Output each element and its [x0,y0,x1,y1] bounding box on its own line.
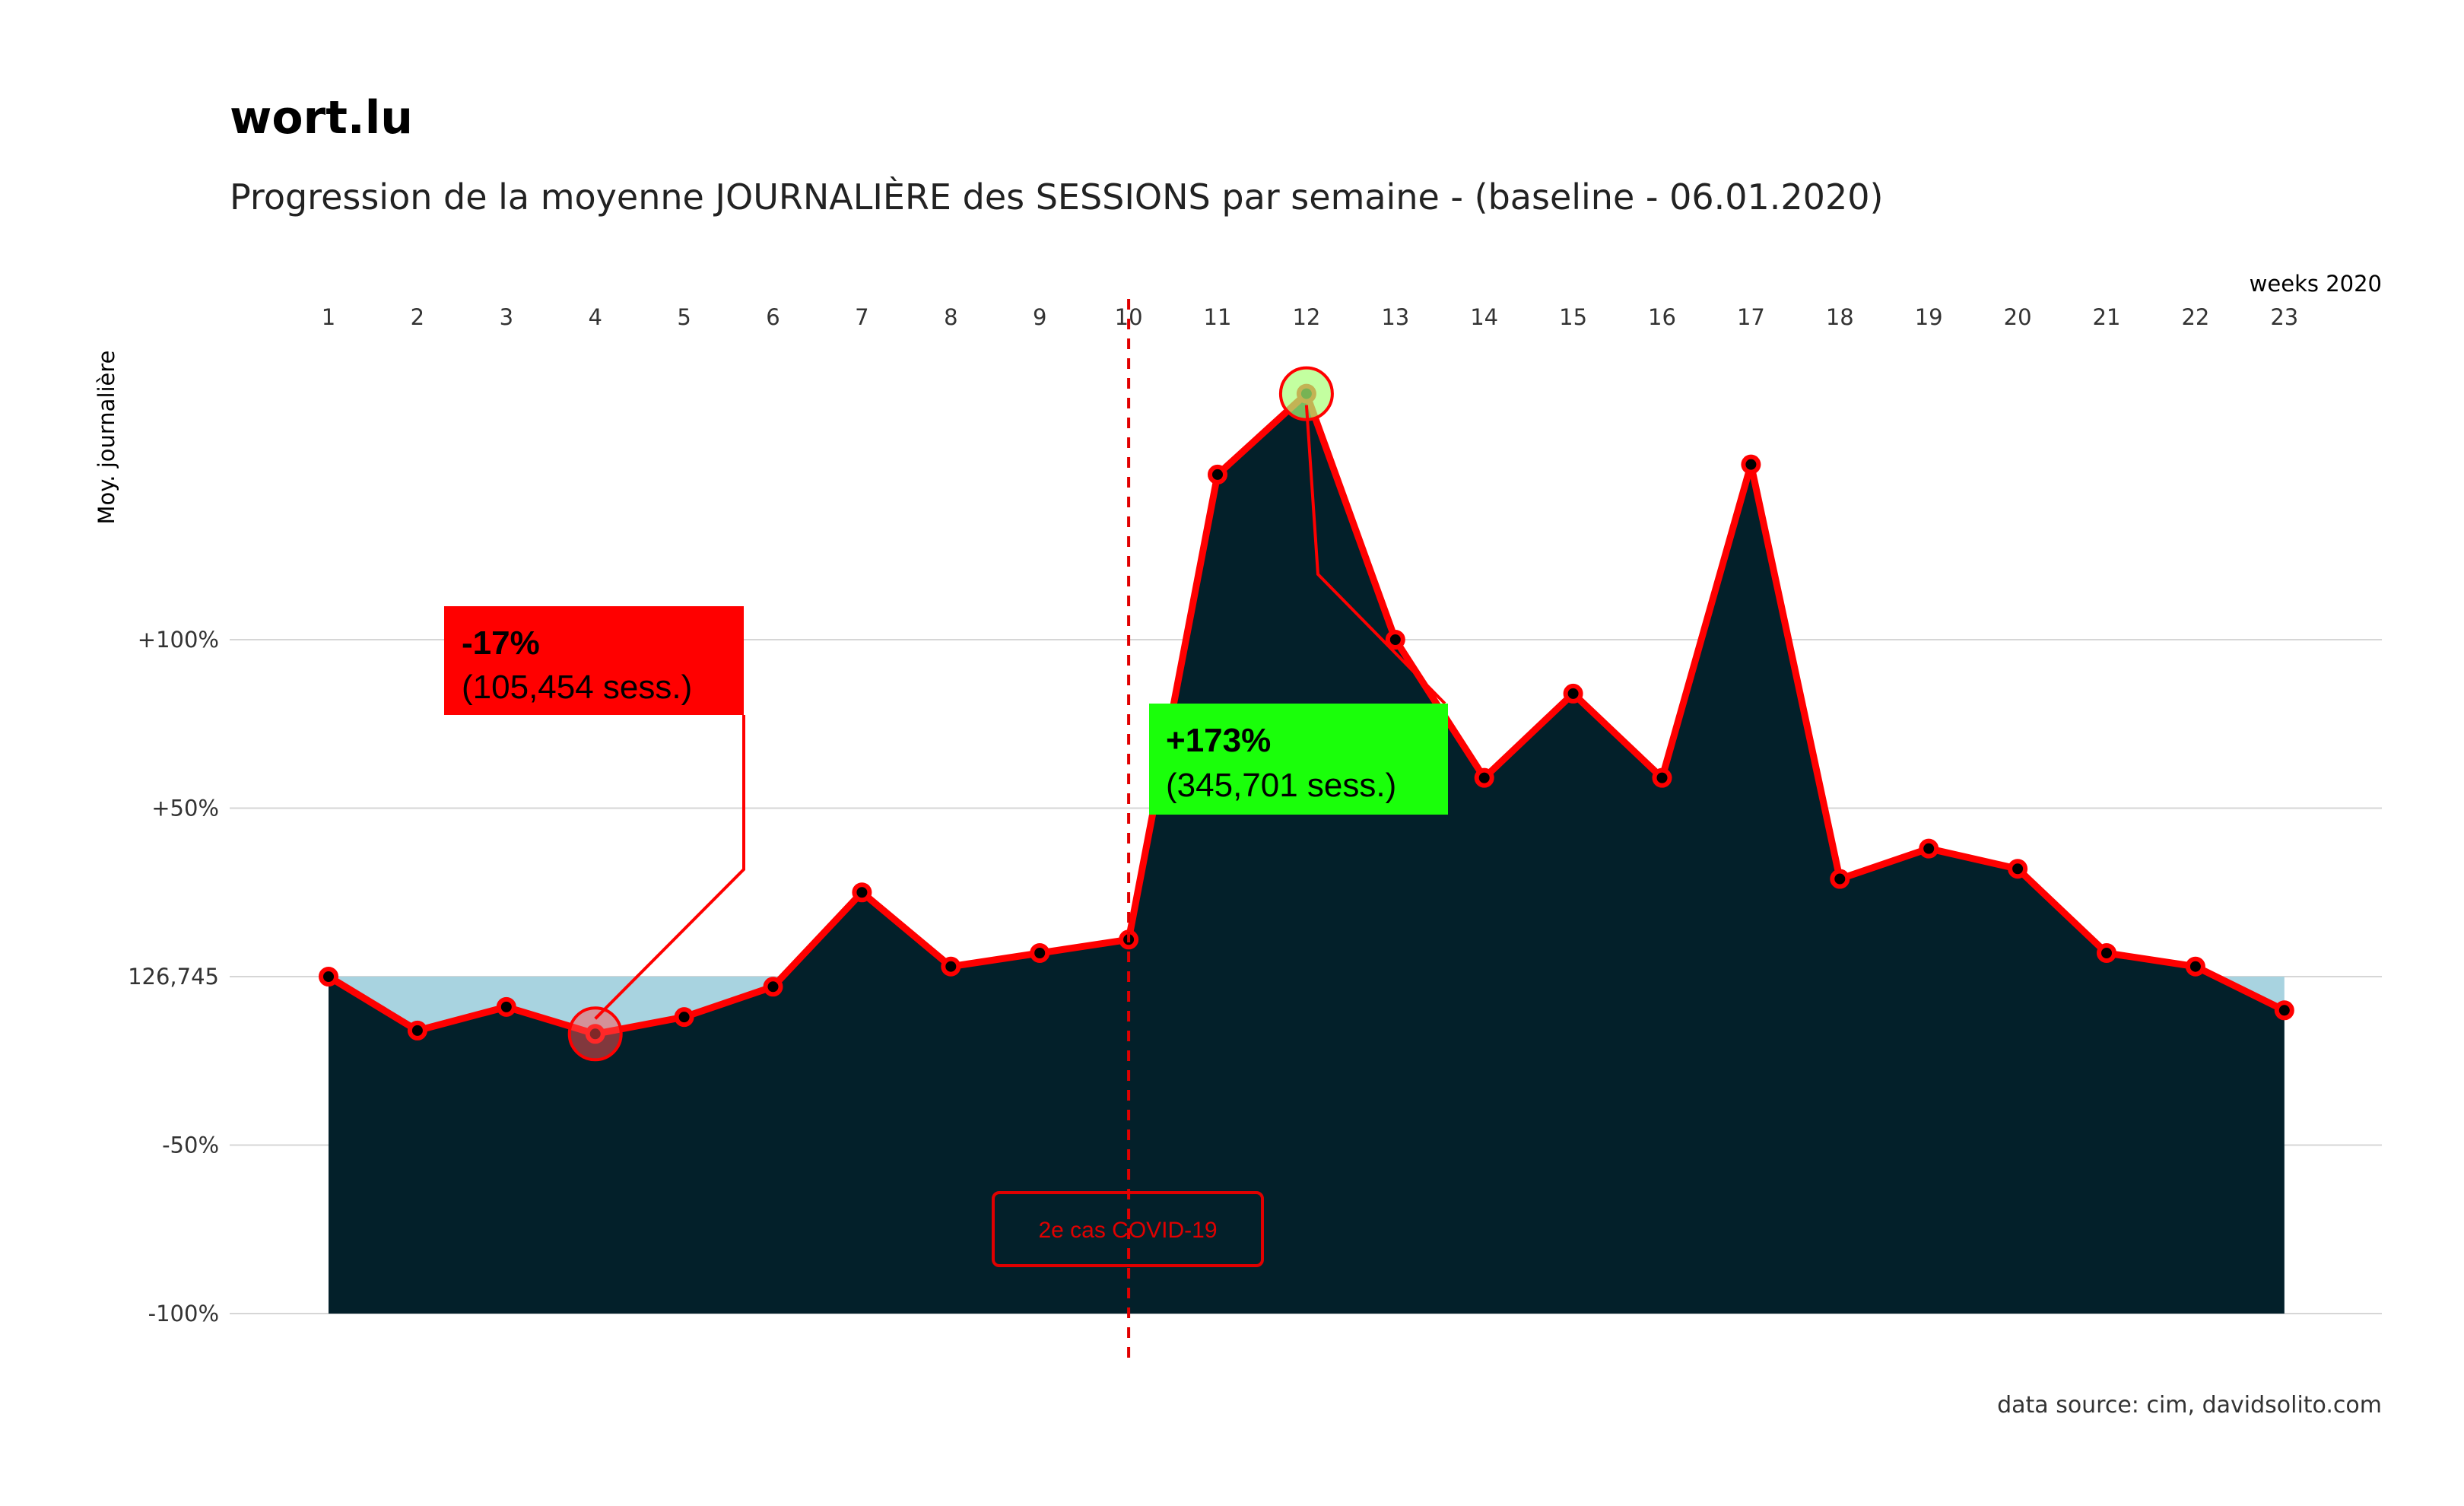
max-connector [1304,405,1446,705]
y-tick-label: +100% [138,627,219,653]
x-ticks: 1 2 3 4 5 6 7 8 9 10 11 12 13 14 15 16 17 18 19 20 21 22 23 [322,304,2298,330]
chart-title: wort.lu [230,91,413,145]
chart-caption: data source: cim, davidsolito.com [1997,1392,2382,1419]
annotation-layer: -17% (105,454 sess.) +173% (345,701 sess.) [444,366,1448,1062]
data-point [941,956,961,977]
x-tick-label: 21 [2093,304,2121,330]
max-value-label: (345,701 sess.) [1166,767,1396,804]
x-tick-label: 17 [1737,304,1765,330]
data-point [1741,454,1761,475]
data-point [2274,1000,2294,1021]
data-point [319,967,338,987]
x-tick-label: 20 [2004,304,2032,330]
min-connector [594,715,745,1020]
data-point [1385,630,1405,650]
chart-subtitle: Progression de la moyenne JOURNALIÈRE de… [230,176,1883,218]
data-point [2185,956,2205,977]
x-tick-label: 12 [1292,304,1320,330]
y-tick-label: +50% [151,796,219,821]
data-point [1030,942,1050,963]
data-point [674,1007,694,1028]
x-tick-label: 5 [677,304,691,330]
min-highlight [567,1006,623,1062]
data-point [1919,838,1939,859]
x-tick-label: 15 [1559,304,1587,330]
y-axis-label: Moy. journalière [94,350,119,524]
data-point [2097,942,2116,963]
x-tick-label: 14 [1470,304,1498,330]
x-tick-label: 18 [1826,304,1854,330]
x-tick-label: 11 [1204,304,1232,330]
data-point [407,1020,427,1041]
max-label-box [1149,704,1448,815]
data-point [1830,869,1850,889]
event-label: 2e cas COVID-19 [1038,1218,1217,1243]
data-point [763,977,783,997]
x-tick-label: 4 [588,304,602,330]
area-layer [329,393,2285,1314]
x-tick-label: 3 [500,304,513,330]
x-tick-label: 10 [1115,304,1143,330]
data-point [1563,683,1583,704]
x-tick-label: 23 [2270,304,2298,330]
x-tick-label: 6 [766,304,780,330]
data-point [1208,464,1227,485]
x-axis-label: weeks 2020 [2250,271,2382,297]
event-box [992,1191,1264,1267]
data-point [1652,767,1672,788]
x-tick-label: 9 [1033,304,1046,330]
event-layer: 2e cas COVID-19 [992,299,1264,1361]
data-point [496,996,516,1017]
x-tick-label: 13 [1381,304,1409,330]
y-tick-label: -50% [162,1133,219,1158]
min-pct-label: -17% [462,624,540,662]
area-fill [329,393,2285,1314]
data-point [852,882,872,903]
data-point [1474,767,1494,788]
y-ticks: -100% -50% 126,745 +50% +100% [128,627,219,1326]
x-tick-label: 2 [411,304,424,330]
x-tick-label: 1 [322,304,335,330]
y-tick-label: 126,745 [128,964,219,990]
x-tick-label: 22 [2181,304,2209,330]
data-point [2008,859,2028,879]
x-tick-label: 16 [1648,304,1676,330]
min-label-box [444,606,744,715]
x-tick-label: 8 [944,304,957,330]
max-pct-label: +173% [1166,722,1271,759]
x-tick-label: 19 [1915,304,1943,330]
y-tick-label: -100% [148,1301,219,1326]
x-tick-label: 7 [855,304,868,330]
min-value-label: (105,454 sess.) [462,669,692,706]
